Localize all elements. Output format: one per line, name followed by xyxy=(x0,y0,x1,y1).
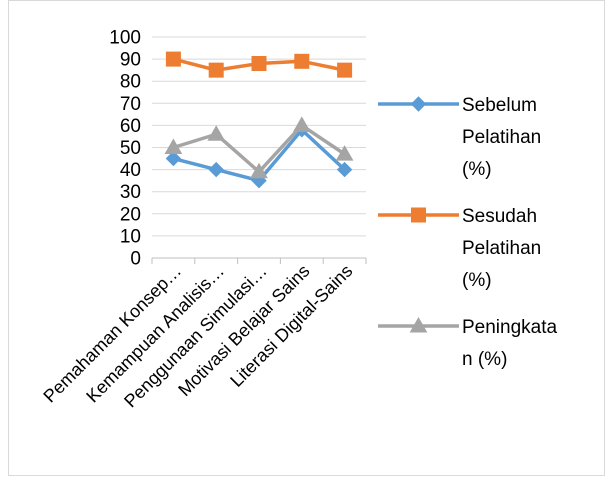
data-point-square xyxy=(411,207,426,223)
y-tick-label: 30 xyxy=(120,182,141,203)
chart-border xyxy=(8,0,605,476)
y-tick-label: 100 xyxy=(109,28,141,49)
y-tick-label: 60 xyxy=(120,116,141,137)
y-tick-label: 20 xyxy=(120,204,141,225)
data-point-diamond xyxy=(336,161,353,178)
legend-label: Sebelum xyxy=(462,95,537,116)
y-tick-label: 80 xyxy=(120,72,141,93)
series-3 xyxy=(164,116,354,179)
y-tick-label: 70 xyxy=(120,94,141,115)
data-point-square xyxy=(208,62,224,78)
y-tick-label: 90 xyxy=(120,50,141,71)
legend-label: Pelatihan xyxy=(462,238,541,259)
legend-label: Pelatihan xyxy=(462,127,541,148)
y-tick-label: 40 xyxy=(120,160,141,181)
data-point-triangle xyxy=(409,316,428,333)
legend: Sebelum Pelatihan (%) Sesudah Pelatihan (%) Pe… xyxy=(378,95,558,370)
data-point-triangle xyxy=(164,138,183,154)
legend-item-3: Peningkata n (%) xyxy=(378,316,558,370)
legend-label: (%) xyxy=(462,270,492,291)
legend-label: n (%) xyxy=(462,349,507,370)
data-point-triangle xyxy=(250,162,268,179)
data-point-triangle xyxy=(207,125,226,141)
data-point-triangle xyxy=(335,145,354,161)
data-point-square xyxy=(337,62,353,78)
series-layer xyxy=(164,51,354,189)
series-2 xyxy=(165,51,353,78)
data-point-square xyxy=(294,53,310,69)
legend-item-2: Sesudah Pelatihan (%) xyxy=(378,206,541,291)
legend-label: Sesudah xyxy=(462,206,537,227)
data-point-square xyxy=(251,56,267,72)
legend-item-1: Sebelum Pelatihan (%) xyxy=(378,95,541,180)
y-tick-label: 50 xyxy=(120,138,141,159)
data-point-diamond xyxy=(165,150,182,167)
data-point-triangle xyxy=(292,116,311,132)
legend-label: (%) xyxy=(462,159,492,180)
y-tick-label: 10 xyxy=(120,226,141,247)
data-point-diamond xyxy=(208,161,224,178)
y-tick-label: 0 xyxy=(130,249,141,270)
data-point-diamond xyxy=(410,96,427,112)
legend-label: Peningkata xyxy=(462,317,558,338)
data-point-square xyxy=(165,51,181,67)
